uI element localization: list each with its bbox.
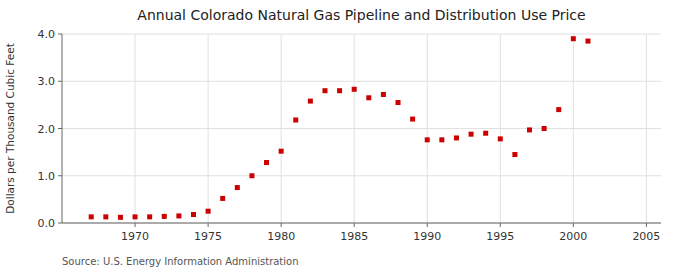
point xyxy=(249,173,254,178)
y-tick xyxy=(58,175,62,176)
x-tick xyxy=(135,223,136,227)
point xyxy=(571,36,576,41)
point xyxy=(337,88,342,93)
x-grid-line xyxy=(281,34,282,223)
x-tick-label: 1985 xyxy=(340,230,368,243)
point xyxy=(381,92,386,97)
x-tick-label: 1990 xyxy=(413,230,441,243)
x-tick xyxy=(573,223,574,227)
point xyxy=(396,100,401,105)
x-grid-line xyxy=(135,34,136,223)
point xyxy=(352,87,357,92)
point xyxy=(498,136,503,141)
y-axis-label: Dollars per Thousand Cubic Feet xyxy=(4,43,16,214)
point xyxy=(542,126,547,131)
x-tick xyxy=(208,223,209,227)
point xyxy=(176,213,181,218)
x-grid-line xyxy=(354,34,355,223)
x-axis-line xyxy=(62,223,661,224)
y-grid-line xyxy=(62,128,661,129)
y-tick-label: 4.0 xyxy=(38,28,56,41)
point xyxy=(235,185,240,190)
point xyxy=(454,135,459,140)
x-grid-line xyxy=(208,34,209,223)
x-tick-label: 1995 xyxy=(486,230,514,243)
point xyxy=(293,117,298,122)
point xyxy=(366,95,371,100)
y-grid-line xyxy=(62,175,661,176)
y-grid-line xyxy=(62,223,661,224)
point xyxy=(103,214,108,219)
y-tick-label: 0.0 xyxy=(38,217,56,230)
x-tick-label: 2005 xyxy=(632,230,660,243)
point xyxy=(118,215,123,220)
y-tick xyxy=(58,34,62,35)
point xyxy=(425,137,430,142)
point xyxy=(527,127,532,132)
point xyxy=(483,131,488,136)
y-tick xyxy=(58,81,62,82)
point xyxy=(147,214,152,219)
y-grid-line xyxy=(62,34,661,35)
x-tick xyxy=(427,223,428,227)
point xyxy=(133,214,138,219)
point xyxy=(308,99,313,104)
title: Annual Colorado Natural Gas Pipeline and… xyxy=(137,7,585,23)
point xyxy=(220,196,225,201)
x-grid-line xyxy=(500,34,501,223)
y-tick xyxy=(58,223,62,224)
y-tick-label: 2.0 xyxy=(38,123,56,136)
point xyxy=(191,212,196,217)
point xyxy=(162,214,167,219)
x-grid-line xyxy=(646,34,647,223)
x-tick-label: 1980 xyxy=(267,230,295,243)
point xyxy=(585,39,590,44)
point xyxy=(439,137,444,142)
y-tick-label: 3.0 xyxy=(38,75,56,88)
points xyxy=(89,36,591,220)
point xyxy=(410,117,415,122)
source-note: Source: U.S. Energy Information Administ… xyxy=(62,256,299,267)
point xyxy=(469,132,474,137)
x-tick xyxy=(354,223,355,227)
x-tick xyxy=(646,223,647,227)
x-grid-line xyxy=(427,34,428,223)
x-tick-label: 1970 xyxy=(121,230,149,243)
point xyxy=(556,107,561,112)
point xyxy=(89,214,94,219)
y-grid-line xyxy=(62,81,661,82)
x-grid-line xyxy=(573,34,574,223)
point xyxy=(512,152,517,157)
x-tick-label: 2000 xyxy=(559,230,587,243)
point xyxy=(264,160,269,165)
grid xyxy=(62,34,661,223)
point xyxy=(206,209,211,214)
point xyxy=(322,88,327,93)
x-tick xyxy=(281,223,282,227)
x-tick xyxy=(500,223,501,227)
point xyxy=(279,149,284,154)
y-tick xyxy=(58,128,62,129)
chart: 0.0 1.0 2.0 3.0 4.0 1970 1975 1980 1985 1990 1995 2… xyxy=(0,0,675,275)
x-tick-label: 1975 xyxy=(194,230,222,243)
y-tick-label: 1.0 xyxy=(38,170,56,183)
